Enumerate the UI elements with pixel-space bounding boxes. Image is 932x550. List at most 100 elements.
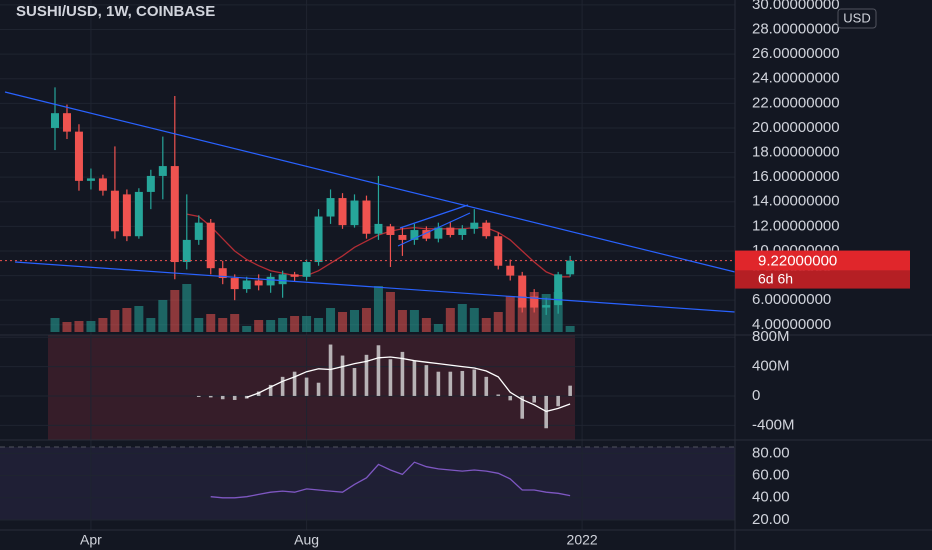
y-tick-label: 60.00 xyxy=(752,467,790,484)
volume-bar xyxy=(493,312,503,332)
candle-body xyxy=(122,194,131,237)
y-tick-label: 14.00000000 xyxy=(752,193,840,210)
candle-body xyxy=(134,191,143,237)
axis: AprAug20224.000000006.000000008.00000000… xyxy=(80,0,910,548)
line xyxy=(210,461,571,499)
candle-body xyxy=(398,234,407,240)
y-tick-label: 26.00000000 xyxy=(752,45,840,62)
macd-bar xyxy=(316,382,321,396)
candle-body xyxy=(230,278,239,290)
candle-body xyxy=(386,226,395,235)
candle-body xyxy=(314,216,323,263)
volume-bar xyxy=(242,326,252,332)
candle-body xyxy=(518,275,527,308)
volume-bar xyxy=(469,308,479,332)
volume-bar xyxy=(373,286,383,332)
macd-bar xyxy=(544,395,548,429)
volume-bar xyxy=(278,318,288,332)
volume-bar xyxy=(385,292,395,332)
candle-body xyxy=(242,280,251,290)
y-tick-label: 800M xyxy=(752,328,790,345)
candle-body xyxy=(278,274,287,285)
y-tick-label: 30.00000000 xyxy=(752,0,840,13)
macd-bar xyxy=(460,370,465,396)
chart-title: SUSHI/USD, 1W, COINBASE xyxy=(16,3,215,20)
macd-bar xyxy=(412,360,417,396)
macd-bar xyxy=(208,395,213,398)
candle-body xyxy=(458,228,467,235)
y-tick-label: 22.00000000 xyxy=(752,94,840,111)
candle-body xyxy=(146,175,155,192)
y-tick-label: 28.00000000 xyxy=(752,20,840,37)
trend-line xyxy=(397,212,471,247)
volume-bar xyxy=(421,318,431,332)
candle-body xyxy=(218,268,227,279)
volume-bar xyxy=(302,316,312,332)
volume-bar xyxy=(481,318,491,332)
candle-body xyxy=(74,131,83,181)
volume-bar xyxy=(98,318,108,332)
y-tick-label: -400M xyxy=(752,416,795,433)
macd-bar xyxy=(292,371,297,396)
macd-bar xyxy=(268,384,273,396)
volume-bar xyxy=(361,308,371,332)
macd-bar xyxy=(424,365,429,396)
volume-bar xyxy=(350,310,359,332)
macd-bar xyxy=(532,395,536,403)
trend-line xyxy=(4,91,736,273)
y-tick-label: 12.00000000 xyxy=(752,217,840,234)
volume-bar xyxy=(122,308,132,332)
currency-box xyxy=(837,8,877,29)
countdown-label: 6d 6h xyxy=(758,270,793,286)
candle-body xyxy=(362,200,371,234)
y-tick-label: 18.00000000 xyxy=(752,144,840,161)
macd-bar xyxy=(340,355,345,396)
macd-bar xyxy=(400,351,405,396)
candle-body xyxy=(434,227,443,239)
candle-body xyxy=(51,113,59,128)
volume-bar xyxy=(290,316,300,332)
volume-bar xyxy=(170,290,180,332)
price-tag-label: 9.22000000 xyxy=(758,253,837,270)
volume-bar xyxy=(517,296,527,332)
y-tick-label: 40.00 xyxy=(752,489,790,506)
macd-bar xyxy=(328,344,333,396)
candle-body xyxy=(482,222,491,237)
candle-body xyxy=(374,223,383,234)
candle-body xyxy=(338,198,347,226)
volume-bar xyxy=(409,310,419,332)
line xyxy=(246,356,571,413)
candle-body xyxy=(86,178,95,181)
trend-line xyxy=(399,204,469,229)
macd-bar xyxy=(496,394,501,396)
candle-body xyxy=(506,265,515,276)
candle-body xyxy=(542,305,551,308)
volume-bar xyxy=(505,296,515,332)
y-tick-label: 80.00 xyxy=(752,444,790,461)
y-tick-label: 4.00000000 xyxy=(752,316,831,333)
y-tick-label: 0 xyxy=(752,387,760,404)
candle-body xyxy=(410,230,419,240)
macd-bar xyxy=(280,376,285,396)
price-tag xyxy=(735,250,910,271)
candle-body xyxy=(170,166,179,263)
volume-bar xyxy=(445,308,455,332)
macd-bar xyxy=(448,371,453,396)
macd-bar xyxy=(436,371,441,396)
volume-bar xyxy=(397,310,407,332)
candle-body xyxy=(446,227,455,235)
volume-bar xyxy=(433,324,443,332)
volume-bar xyxy=(218,318,228,332)
candle-body xyxy=(326,198,335,217)
candle-body xyxy=(194,222,203,240)
marks xyxy=(0,87,735,499)
x-tick-label: 2022 xyxy=(567,532,598,548)
macd-bar xyxy=(520,395,525,419)
macd-bar xyxy=(232,395,237,400)
trend-line xyxy=(14,261,736,313)
volume-bar xyxy=(62,322,72,332)
candle-body xyxy=(158,166,167,176)
volume-bar xyxy=(230,314,240,332)
